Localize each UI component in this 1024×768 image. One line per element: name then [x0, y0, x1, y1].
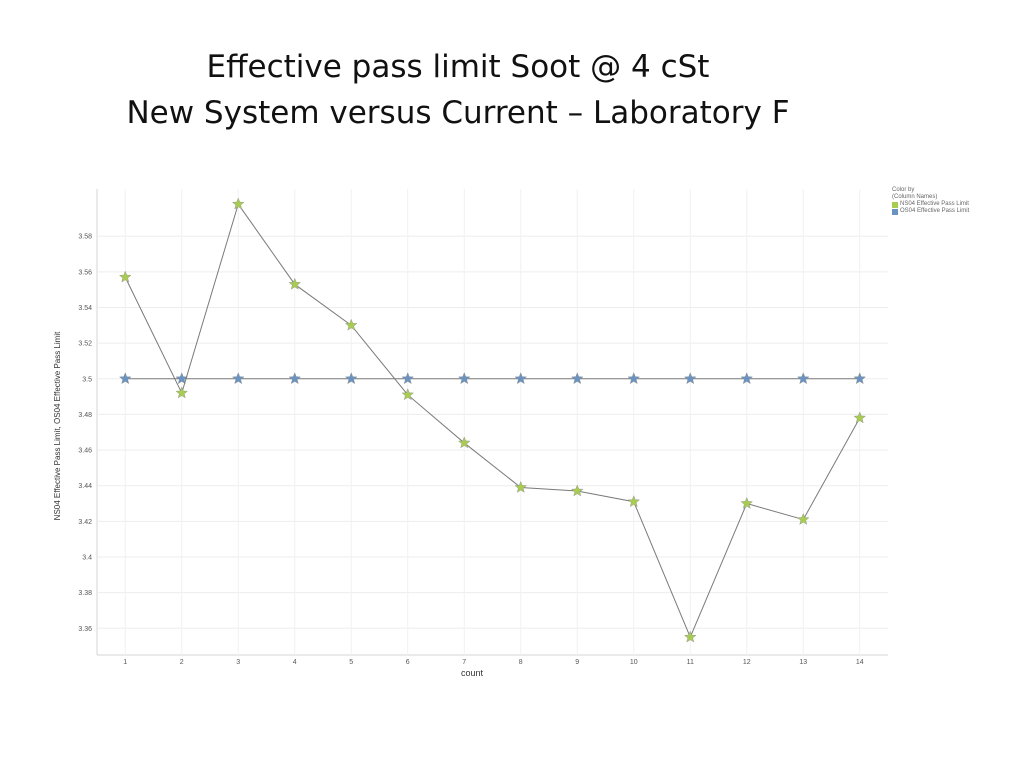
y-tick-label: 3.44 [78, 483, 92, 490]
data-point-os04 [571, 372, 584, 385]
data-point-ns04 [797, 513, 810, 525]
legend: Color by (Column Names) NS04 Effective P… [892, 187, 1012, 215]
data-point-os04 [797, 372, 810, 385]
slide-title: Effective pass limit Soot @ 4 cSt New Sy… [0, 44, 916, 136]
data-point-ns04 [288, 277, 301, 290]
series-os04 [119, 372, 866, 385]
x-tick-label: 7 [462, 659, 466, 666]
data-point-os04 [288, 372, 301, 385]
x-tick-label: 2 [180, 659, 184, 666]
data-point-ns04 [119, 270, 132, 283]
data-point-ns04 [740, 496, 753, 509]
x-tick-label: 11 [687, 659, 694, 666]
y-tick-label: 3.42 [78, 519, 92, 526]
x-axis-title: count [461, 668, 484, 678]
grid-lines [97, 189, 888, 655]
data-point-os04 [458, 372, 471, 385]
data-point-ns04 [514, 480, 527, 493]
legend-subheading: (Column Names) [892, 194, 938, 200]
x-tick-label: 14 [856, 659, 864, 666]
data-point-ns04 [345, 318, 358, 331]
x-tick-label: 8 [519, 659, 523, 666]
y-tick-label: 3.56 [78, 269, 92, 276]
slide-title-line-2: New System versus Current – Laboratory F [126, 95, 790, 131]
x-tick-label: 10 [630, 659, 638, 666]
legend-item-ns04[interactable]: NS04 Effective Pass Limit [892, 201, 1012, 208]
data-point-os04 [175, 372, 188, 385]
y-tick-label: 3.58 [78, 234, 92, 241]
x-tick-label: 5 [349, 659, 353, 666]
x-tick-label: 3 [236, 659, 240, 666]
data-point-os04 [853, 372, 866, 385]
x-tick-label: 9 [575, 659, 579, 666]
y-tick-label: 3.48 [78, 412, 92, 419]
series-ns04 [119, 197, 866, 643]
data-point-ns04 [401, 388, 414, 401]
legend-label-os04: OS04 Effective Pass Limit [900, 208, 970, 214]
y-tick-label: 3.4 [82, 554, 92, 561]
x-tick-label: 1 [123, 659, 127, 666]
y-tick-label: 3.54 [78, 305, 92, 312]
data-point-os04 [119, 372, 132, 385]
legend-item-os04[interactable]: OS04 Effective Pass Limit [892, 208, 1012, 215]
data-point-ns04 [627, 495, 640, 508]
x-tick-label: 13 [799, 659, 807, 666]
y-axis-ticks: 3.36 3.38 3.4 3.42 3.44 3.46 3.48 3.5 3.52 3.54 3.… [78, 234, 92, 633]
data-point-os04 [514, 372, 527, 385]
y-tick-label: 3.36 [78, 626, 92, 633]
data-point-os04 [740, 372, 753, 385]
plot-area [96, 189, 888, 656]
y-axis-title: NS04 Effective Pass Limit, OS04 Effectiv… [53, 331, 62, 520]
legend-heading: Color by [892, 187, 915, 193]
plot-background [97, 189, 888, 655]
data-point-ns04 [853, 411, 866, 424]
legend-swatch-os04 [892, 208, 898, 215]
x-tick-label: 6 [406, 659, 410, 666]
data-point-ns04 [684, 630, 697, 643]
series-layer [119, 197, 866, 643]
data-point-ns04 [571, 484, 584, 497]
data-point-ns04 [175, 386, 188, 399]
slide-title-line-1: Effective pass limit Soot @ 4 cSt [206, 49, 710, 85]
y-tick-label: 3.46 [78, 448, 92, 455]
legend-label-ns04: NS04 Effective Pass Limit [900, 201, 969, 207]
data-point-os04 [684, 372, 697, 385]
legend-swatch-ns04 [892, 201, 898, 208]
data-point-os04 [345, 372, 358, 385]
data-point-ns04 [232, 197, 245, 210]
x-tick-label: 4 [293, 659, 297, 666]
x-tick-label: 12 [743, 659, 751, 666]
data-point-os04 [232, 372, 245, 385]
data-point-ns04 [458, 436, 471, 449]
x-axis-ticks: 1 2 3 4 5 6 7 8 9 10 11 12 13 14 [123, 659, 863, 666]
data-point-os04 [627, 372, 640, 385]
y-tick-label: 3.38 [78, 590, 92, 597]
data-point-os04 [401, 372, 414, 385]
y-tick-label: 3.5 [82, 376, 92, 383]
series-line-ns04 [124, 203, 861, 639]
y-tick-label: 3.52 [78, 341, 92, 348]
